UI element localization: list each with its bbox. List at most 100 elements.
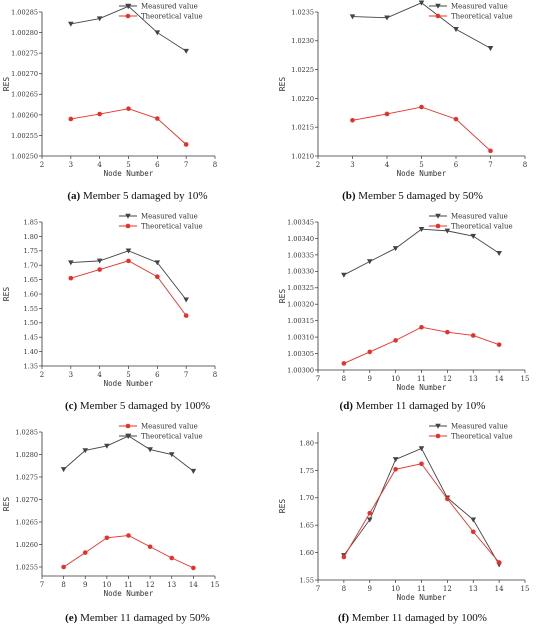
data-point — [445, 329, 450, 335]
data-point — [168, 452, 175, 458]
data-point — [496, 560, 502, 565]
caption-letter: (e) — [65, 612, 78, 624]
caption-e: (e) Member 11 damaged by 50% — [0, 612, 275, 624]
y-tick-label: 1.0270 — [15, 496, 38, 504]
legend-label: Theoretical value — [451, 223, 513, 231]
series-line-1 — [70, 108, 187, 145]
data-point — [97, 267, 102, 272]
y-tick-label: 1.00345 — [287, 218, 314, 226]
chart-panel-1: 2 3 4 5 6 7 8 1.0210 1.0215 1.0220 1.0225 1.0230 1.0… — [278, 0, 527, 178]
caption-text: Member 11 damaged by 50% — [77, 612, 210, 624]
chart-panel-4: 7 8 9 10 11 12 13 14 15 1.0255 1.0260 1.0265 1.0270 1… — [2, 423, 219, 599]
y-tick-label: 1.00260 — [11, 111, 38, 119]
caption-letter: (d) — [339, 400, 353, 412]
y-axis-label: RES — [278, 499, 287, 514]
x-tick-label: 12 — [443, 585, 452, 593]
series-line-1 — [70, 260, 187, 316]
data-point — [190, 468, 197, 474]
data-point — [68, 116, 74, 122]
data-point — [350, 117, 355, 123]
x-axis-label: Node Number — [104, 169, 154, 178]
x-tick-label: 2 — [40, 371, 44, 379]
legend-label: Measured value — [451, 213, 508, 221]
y-tick-label: 1.85 — [24, 218, 38, 226]
data-point — [183, 313, 189, 318]
x-tick-label: 7 — [316, 585, 320, 593]
x-tick-label: 15 — [211, 581, 220, 589]
y-tick-label: 1.00340 — [287, 235, 314, 243]
data-point — [183, 142, 189, 147]
data-point — [155, 274, 160, 280]
y-tick-label: 1.00250 — [11, 152, 38, 160]
data-point — [470, 233, 477, 239]
legend-marker — [125, 13, 131, 19]
x-tick-label: 9 — [368, 585, 372, 593]
y-tick-label: 1.80 — [24, 233, 38, 241]
x-tick-label: 8 — [213, 161, 217, 169]
x-tick-label: 5 — [126, 371, 130, 379]
y-tick-label: 1.50 — [24, 319, 38, 327]
x-tick-label: 2 — [40, 161, 44, 169]
y-tick-label: 1.0275 — [15, 473, 38, 481]
x-axis-label: Node Number — [397, 593, 447, 602]
legend-label: Measured value — [141, 213, 198, 221]
data-point — [104, 443, 110, 449]
legend-marker — [435, 433, 441, 439]
x-tick-label: 8 — [213, 371, 217, 379]
data-point — [349, 14, 356, 20]
x-axis-label: Node Number — [104, 589, 154, 598]
y-tick-label: 1.65 — [24, 276, 38, 284]
y-tick-label: 1.0230 — [291, 37, 314, 45]
x-tick-label: 11 — [417, 375, 426, 383]
y-tick-label: 1.75 — [300, 467, 314, 475]
y-axis-label: RES — [2, 77, 11, 92]
data-point — [488, 148, 493, 154]
caption-text: Member 11 damaged by 100% — [349, 612, 487, 624]
x-tick-label: 6 — [155, 371, 160, 379]
legend-marker — [125, 3, 131, 9]
x-tick-label: 8 — [342, 375, 346, 383]
x-tick-label: 9 — [368, 375, 372, 383]
data-point — [68, 260, 74, 266]
x-tick-label: 9 — [83, 581, 87, 589]
y-tick-label: 1.0280 — [15, 451, 38, 459]
x-tick-label: 7 — [184, 161, 188, 169]
data-point — [444, 228, 451, 234]
y-tick-label: 1.00330 — [287, 268, 314, 276]
y-tick-label: 1.60 — [300, 549, 314, 557]
x-tick-label: 8 — [342, 585, 346, 593]
y-axis-label: RES — [2, 287, 11, 302]
y-tick-label: 1.00315 — [287, 317, 314, 325]
caption-letter: (a) — [67, 190, 81, 202]
series-line-0 — [343, 228, 500, 276]
data-point — [147, 447, 153, 453]
series-line-1 — [343, 463, 500, 563]
data-point — [453, 116, 459, 122]
x-axis-label: Node Number — [104, 379, 154, 388]
y-tick-label: 1.00285 — [11, 8, 38, 16]
data-point — [61, 564, 66, 570]
y-tick-label: 1.45 — [24, 334, 38, 342]
y-tick-label: 1.00280 — [11, 29, 38, 37]
x-tick-label: 13 — [469, 375, 478, 383]
data-point — [82, 550, 88, 555]
x-tick-label: 7 — [316, 375, 320, 383]
data-point — [445, 496, 450, 502]
data-point — [191, 565, 196, 571]
y-tick-label: 1.00300 — [287, 366, 314, 374]
y-tick-label: 1.80 — [300, 439, 314, 447]
series-line-1 — [352, 106, 491, 152]
x-tick-label: 3 — [69, 161, 73, 169]
caption-text: Member 5 damaged by 10% — [80, 190, 208, 202]
series-line-0 — [63, 535, 194, 569]
y-tick-label: 1.00270 — [11, 70, 38, 78]
y-tick-label: 1.0215 — [291, 124, 314, 132]
x-tick-label: 14 — [189, 581, 198, 589]
y-tick-label: 1.70 — [24, 262, 38, 270]
x-tick-label: 14 — [495, 375, 504, 383]
data-point — [392, 457, 399, 463]
legend-label: Measured value — [451, 423, 508, 431]
legend-label: Theoretical value — [141, 223, 203, 231]
data-point — [341, 361, 347, 366]
x-tick-label: 13 — [469, 585, 478, 593]
